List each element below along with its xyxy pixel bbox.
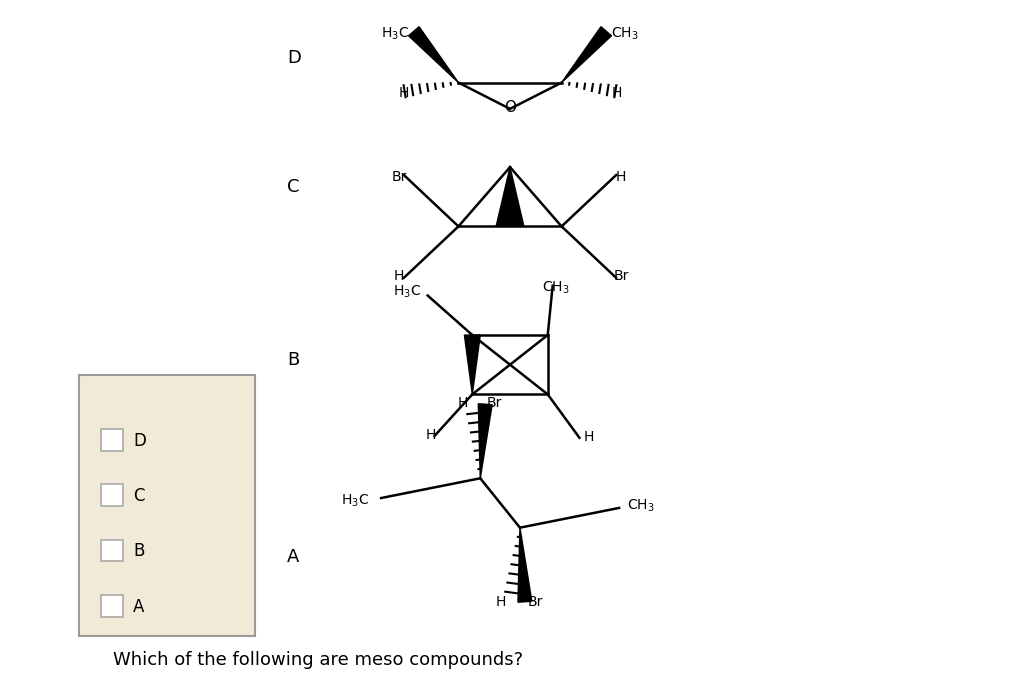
Text: Br: Br: [613, 269, 629, 283]
Polygon shape: [478, 404, 493, 478]
Polygon shape: [518, 528, 531, 602]
Text: $\mathregular{H_3C}$: $\mathregular{H_3C}$: [392, 284, 421, 300]
Text: C: C: [287, 178, 299, 196]
Text: $\mathregular{CH_3}$: $\mathregular{CH_3}$: [542, 279, 569, 296]
FancyBboxPatch shape: [79, 375, 255, 636]
Text: O: O: [504, 100, 516, 115]
Text: Br: Br: [391, 170, 407, 184]
Text: H: H: [394, 269, 404, 283]
Text: Which of the following are meso compounds?: Which of the following are meso compound…: [114, 651, 523, 669]
Text: H: H: [496, 595, 506, 609]
FancyBboxPatch shape: [101, 595, 123, 617]
Text: $\mathregular{CH_3}$: $\mathregular{CH_3}$: [627, 498, 654, 514]
Text: D: D: [287, 50, 301, 67]
Polygon shape: [409, 27, 459, 82]
FancyBboxPatch shape: [101, 539, 123, 561]
Polygon shape: [465, 335, 480, 394]
Text: $\mathregular{H_3C}$: $\mathregular{H_3C}$: [341, 493, 370, 509]
FancyBboxPatch shape: [101, 484, 123, 506]
Text: Br: Br: [486, 396, 502, 410]
Text: Br: Br: [527, 595, 544, 609]
Text: H: H: [426, 428, 436, 442]
Polygon shape: [561, 27, 611, 82]
Text: H: H: [615, 170, 627, 184]
Polygon shape: [497, 167, 524, 226]
Text: D: D: [133, 432, 146, 449]
Text: A: A: [133, 598, 144, 615]
Text: B: B: [287, 351, 299, 369]
Text: H: H: [611, 86, 622, 101]
Text: H: H: [584, 430, 594, 444]
Text: H: H: [398, 86, 409, 101]
Text: B: B: [133, 543, 144, 560]
Text: C: C: [133, 487, 144, 505]
FancyBboxPatch shape: [101, 429, 123, 451]
Text: $\mathregular{CH_3}$: $\mathregular{CH_3}$: [611, 25, 639, 41]
Text: H: H: [458, 396, 468, 410]
Text: A: A: [287, 548, 299, 566]
Text: $\mathregular{H_3C}$: $\mathregular{H_3C}$: [381, 25, 409, 41]
